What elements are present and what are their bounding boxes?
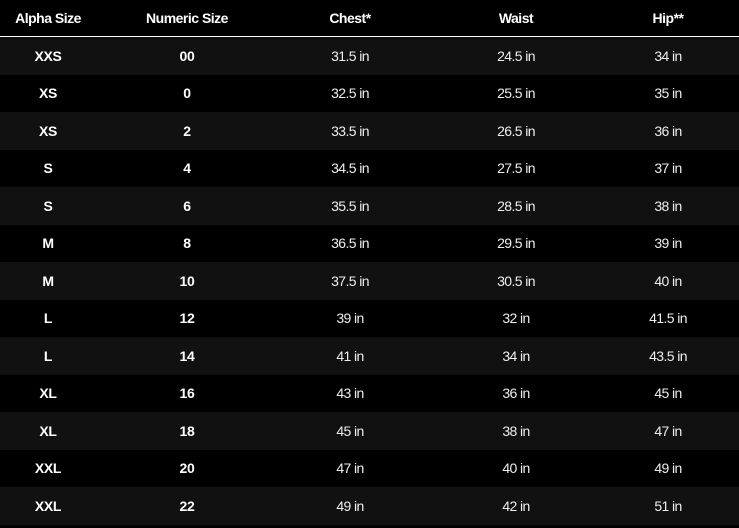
- cell-alpha-size: XS: [0, 74, 96, 112]
- table-row: XL 16 43 in 36 in 45 in: [0, 374, 739, 412]
- table-row: XXL 20 47 in 40 in 49 in: [0, 449, 739, 487]
- cell-chest: 35.5 in: [278, 187, 422, 225]
- cell-alpha-size: XL: [0, 374, 96, 412]
- cell-hip: 47 in: [610, 412, 726, 450]
- table-row: XXS 00 31.5 in 24.5 in 34 in: [0, 36, 739, 75]
- cell-spacer: [726, 299, 739, 337]
- cell-numeric-size: 4: [96, 149, 278, 187]
- table-row: S 4 34.5 in 27.5 in 37 in: [0, 149, 739, 187]
- cell-chest: 39 in: [278, 299, 422, 337]
- cell-hip: 41.5 in: [610, 299, 726, 337]
- cell-waist: 28.5 in: [422, 187, 610, 225]
- cell-alpha-size: XXL: [0, 449, 96, 487]
- header-row: Alpha Size Numeric Size Chest* Waist Hip…: [0, 0, 739, 37]
- cell-hip: 37 in: [610, 149, 726, 187]
- cell-hip: 43.5 in: [610, 337, 726, 375]
- cell-waist: 27.5 in: [422, 149, 610, 187]
- header-hip: Hip**: [610, 0, 726, 37]
- cell-waist: 40 in: [422, 449, 610, 487]
- cell-waist: 38 in: [422, 412, 610, 450]
- cell-numeric-size: 18: [96, 412, 278, 450]
- table-row: M 10 37.5 in 30.5 in 40 in: [0, 262, 739, 300]
- cell-hip: 45 in: [610, 374, 726, 412]
- cell-spacer: [726, 149, 739, 187]
- table-row: M 8 36.5 in 29.5 in 39 in: [0, 224, 739, 262]
- cell-waist: 32 in: [422, 299, 610, 337]
- cell-waist: 26.5 in: [422, 112, 610, 150]
- cell-numeric-size: 2: [96, 112, 278, 150]
- cell-spacer: [726, 487, 739, 525]
- cell-spacer: [726, 374, 739, 412]
- header-spacer: [726, 0, 739, 37]
- table-row: XS 2 33.5 in 26.5 in 36 in: [0, 112, 739, 150]
- cell-alpha-size: S: [0, 149, 96, 187]
- table-row: L 14 41 in 34 in 43.5 in: [0, 337, 739, 375]
- cell-hip: 36 in: [610, 112, 726, 150]
- table-row: XL 18 45 in 38 in 47 in: [0, 412, 739, 450]
- table-row: L 12 39 in 32 in 41.5 in: [0, 299, 739, 337]
- cell-chest: 49 in: [278, 487, 422, 525]
- cell-spacer: [726, 337, 739, 375]
- header-waist: Waist: [422, 0, 610, 37]
- cell-hip: 38 in: [610, 187, 726, 225]
- cell-alpha-size: XS: [0, 112, 96, 150]
- cell-spacer: [726, 74, 739, 112]
- cell-chest: 34.5 in: [278, 149, 422, 187]
- cell-chest: 41 in: [278, 337, 422, 375]
- cell-chest: 43 in: [278, 374, 422, 412]
- cell-chest: 33.5 in: [278, 112, 422, 150]
- cell-numeric-size: 00: [96, 36, 278, 75]
- cell-numeric-size: 10: [96, 262, 278, 300]
- cell-numeric-size: 0: [96, 74, 278, 112]
- cell-waist: 34 in: [422, 337, 610, 375]
- cell-numeric-size: 8: [96, 224, 278, 262]
- cell-numeric-size: 20: [96, 449, 278, 487]
- cell-waist: 42 in: [422, 487, 610, 525]
- cell-hip: 40 in: [610, 262, 726, 300]
- table-row: XS 0 32.5 in 25.5 in 35 in: [0, 74, 739, 112]
- cell-waist: 29.5 in: [422, 224, 610, 262]
- cell-chest: 45 in: [278, 412, 422, 450]
- cell-numeric-size: 6: [96, 187, 278, 225]
- cell-chest: 31.5 in: [278, 36, 422, 75]
- cell-alpha-size: XXL: [0, 487, 96, 525]
- cell-numeric-size: 22: [96, 487, 278, 525]
- cell-spacer: [726, 36, 739, 75]
- header-numeric-size: Numeric Size: [96, 0, 278, 37]
- cell-numeric-size: 16: [96, 374, 278, 412]
- cell-waist: 30.5 in: [422, 262, 610, 300]
- cell-alpha-size: XL: [0, 412, 96, 450]
- cell-chest: 37.5 in: [278, 262, 422, 300]
- header-chest: Chest*: [278, 0, 422, 37]
- cell-alpha-size: M: [0, 224, 96, 262]
- cell-spacer: [726, 412, 739, 450]
- table-row: XXL 22 49 in 42 in 51 in: [0, 487, 739, 525]
- cell-chest: 32.5 in: [278, 74, 422, 112]
- header-alpha-size: Alpha Size: [0, 0, 96, 37]
- cell-numeric-size: 12: [96, 299, 278, 337]
- cell-alpha-size: L: [0, 337, 96, 375]
- cell-waist: 24.5 in: [422, 36, 610, 75]
- cell-alpha-size: XXS: [0, 36, 96, 75]
- cell-hip: 51 in: [610, 487, 726, 525]
- cell-numeric-size: 14: [96, 337, 278, 375]
- cell-alpha-size: M: [0, 262, 96, 300]
- cell-hip: 49 in: [610, 449, 726, 487]
- cell-chest: 47 in: [278, 449, 422, 487]
- cell-spacer: [726, 449, 739, 487]
- cell-spacer: [726, 262, 739, 300]
- cell-alpha-size: L: [0, 299, 96, 337]
- cell-waist: 36 in: [422, 374, 610, 412]
- cell-chest: 36.5 in: [278, 224, 422, 262]
- cell-hip: 35 in: [610, 74, 726, 112]
- cell-alpha-size: S: [0, 187, 96, 225]
- cell-spacer: [726, 112, 739, 150]
- table-row: S 6 35.5 in 28.5 in 38 in: [0, 187, 739, 225]
- cell-waist: 25.5 in: [422, 74, 610, 112]
- cell-spacer: [726, 224, 739, 262]
- cell-hip: 39 in: [610, 224, 726, 262]
- cell-hip: 34 in: [610, 36, 726, 75]
- cell-spacer: [726, 187, 739, 225]
